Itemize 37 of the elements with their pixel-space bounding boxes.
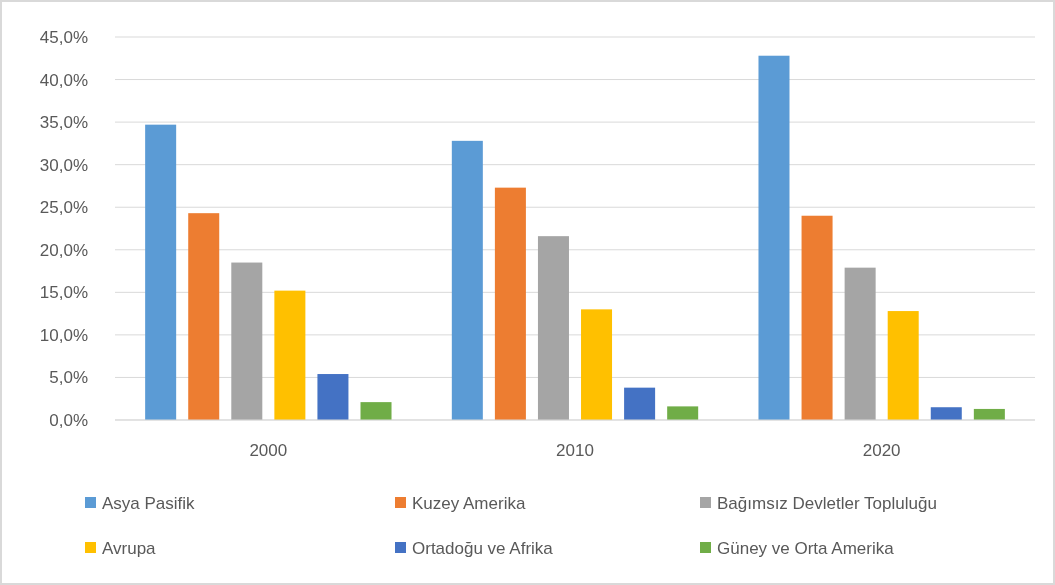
bar (231, 262, 263, 420)
bar (188, 213, 220, 420)
y-tick-label: 0,0% (49, 410, 88, 430)
x-tick-label: 2010 (556, 441, 594, 460)
bar (667, 406, 699, 420)
bar (360, 402, 392, 420)
y-tick-label: 25,0% (39, 198, 88, 218)
legend-label: Ortadoğu ve Afrika (412, 538, 554, 558)
y-tick-label: 30,0% (39, 155, 88, 175)
x-tick-label: 2020 (862, 441, 901, 460)
bar (801, 215, 833, 420)
y-tick-label: 40,0% (39, 70, 88, 90)
legend-label: Avrupa (102, 538, 157, 558)
bar (973, 408, 1005, 420)
y-tick-label: 45,0% (39, 27, 88, 47)
bar (624, 387, 656, 420)
bar (758, 55, 790, 420)
bar (145, 124, 177, 420)
bar (537, 236, 569, 420)
legend-label: Asya Pasifik (102, 493, 196, 513)
legend-label: Kuzey Amerika (412, 493, 526, 513)
y-tick-label: 10,0% (39, 325, 88, 345)
x-tick-label: 2000 (249, 441, 288, 460)
bar (317, 374, 349, 420)
bar (274, 290, 306, 420)
legend-label: Güney ve Orta Amerika (717, 538, 895, 558)
y-tick-label: 35,0% (39, 113, 88, 133)
bar (494, 187, 526, 420)
bar (930, 407, 962, 420)
bar (887, 311, 919, 420)
bar (581, 309, 613, 420)
y-tick-label: 15,0% (39, 283, 88, 303)
legend-label: Bağımsız Devletler Topluluğu (717, 493, 937, 513)
bar (451, 140, 483, 420)
bar (844, 267, 876, 420)
y-tick-label: 5,0% (49, 368, 88, 388)
y-tick-label: 20,0% (39, 240, 88, 260)
